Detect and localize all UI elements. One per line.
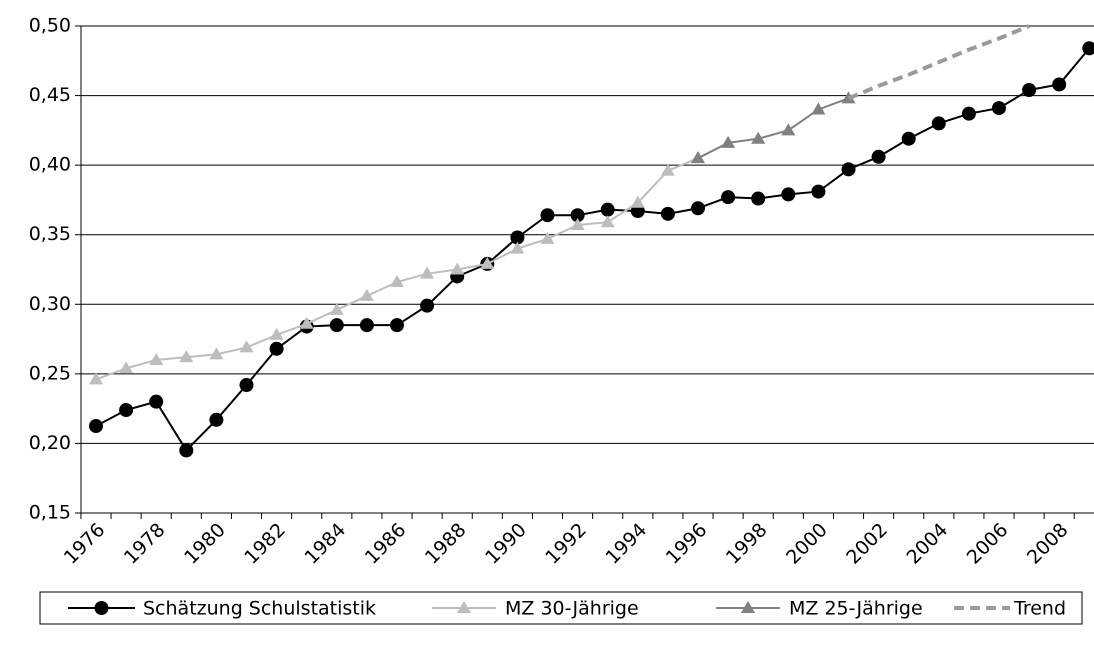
x-tick-label: 1988	[421, 519, 471, 569]
data-point	[510, 230, 525, 245]
y-tick-label: 0,45	[29, 84, 71, 106]
data-point	[540, 231, 555, 244]
series-line	[95, 157, 699, 381]
data-point	[89, 372, 103, 385]
legend-label: MZ 30-Jährige	[505, 598, 639, 620]
legend: Schätzung Schulstatistik MZ 30-Jährige MZ …	[39, 591, 1083, 625]
data-point	[119, 403, 134, 418]
data-point	[269, 341, 284, 356]
x-tick-label: 1992	[541, 519, 591, 569]
data-point	[1082, 41, 1094, 56]
data-point	[329, 318, 344, 333]
data-point	[721, 190, 736, 205]
x-tick-label: 1980	[180, 519, 230, 569]
data-point	[89, 419, 103, 434]
x-tick-label: 1982	[240, 519, 290, 569]
data-point	[359, 318, 374, 333]
series-line	[847, 24, 1030, 101]
data-point	[149, 394, 164, 409]
data-point	[1052, 77, 1067, 92]
x-tick-label: 1978	[120, 519, 170, 569]
data-point	[751, 191, 766, 206]
data-point	[450, 262, 465, 275]
y-tick-label: 0,50	[29, 15, 71, 37]
x-tick-label: 1994	[601, 519, 651, 569]
data-point	[299, 316, 314, 329]
data-point	[209, 347, 224, 360]
data-point	[781, 123, 796, 136]
legend-label: Schätzung Schulstatistik	[143, 598, 376, 620]
legend-label: MZ 25-Jährige	[789, 598, 923, 620]
x-tick-label: 2008	[1023, 519, 1073, 569]
legend-marker	[94, 601, 109, 615]
data-point	[961, 106, 976, 121]
data-point	[119, 361, 134, 374]
data-point	[600, 215, 615, 228]
data-point	[931, 116, 946, 131]
data-point	[179, 443, 194, 458]
x-tick-label: 2000	[782, 519, 832, 569]
data-point	[420, 266, 435, 279]
data-point	[841, 162, 856, 177]
data-point	[570, 208, 585, 223]
y-tick-label: 0,15	[29, 502, 71, 524]
data-point	[179, 350, 194, 363]
y-tick-label: 0,25	[29, 362, 71, 384]
x-tick-label: 1986	[361, 519, 411, 569]
data-point	[992, 101, 1006, 116]
x-tick-label: 1990	[481, 519, 531, 569]
data-point	[781, 187, 796, 202]
data-point	[149, 352, 164, 365]
y-tick-label: 0,20	[29, 432, 71, 454]
data-point	[480, 256, 495, 269]
legend-label: Trend	[1013, 598, 1066, 620]
y-tick-label: 0,40	[29, 154, 71, 176]
y-tick-label: 0,30	[29, 293, 71, 315]
data-point	[811, 184, 826, 199]
data-point	[660, 206, 675, 221]
x-tick-label: 1976	[60, 519, 110, 569]
data-point	[420, 298, 435, 313]
x-tick-label: 1998	[722, 519, 772, 569]
data-point	[209, 412, 224, 427]
data-point	[721, 135, 736, 148]
legend-box	[39, 591, 1083, 625]
data-point	[1022, 83, 1037, 98]
data-point	[510, 241, 525, 254]
data-point	[239, 377, 254, 392]
x-tick-label: 1996	[662, 519, 712, 569]
data-point	[239, 340, 254, 353]
data-point	[329, 302, 344, 315]
legend-marker	[741, 601, 755, 613]
x-tick-label: 1984	[300, 519, 350, 569]
x-tick-label: 2002	[842, 519, 892, 569]
data-point	[691, 201, 705, 216]
data-point	[691, 151, 705, 164]
data-point	[359, 288, 374, 301]
y-tick-label: 0,35	[29, 223, 71, 245]
data-point	[901, 131, 916, 146]
data-point	[871, 149, 886, 164]
data-point	[269, 327, 284, 340]
data-point	[570, 217, 585, 230]
data-point	[751, 131, 766, 144]
legend-marker	[457, 601, 471, 613]
series-line	[697, 97, 849, 160]
series-line	[95, 47, 1091, 452]
data-point	[540, 208, 555, 223]
x-tick-label: 2006	[963, 519, 1013, 569]
data-point	[811, 102, 826, 115]
data-point	[390, 275, 404, 288]
data-point	[630, 195, 645, 208]
data-point	[600, 202, 615, 217]
x-tick-label: 2004	[902, 519, 952, 569]
data-point	[390, 318, 404, 333]
data-point	[660, 163, 675, 176]
